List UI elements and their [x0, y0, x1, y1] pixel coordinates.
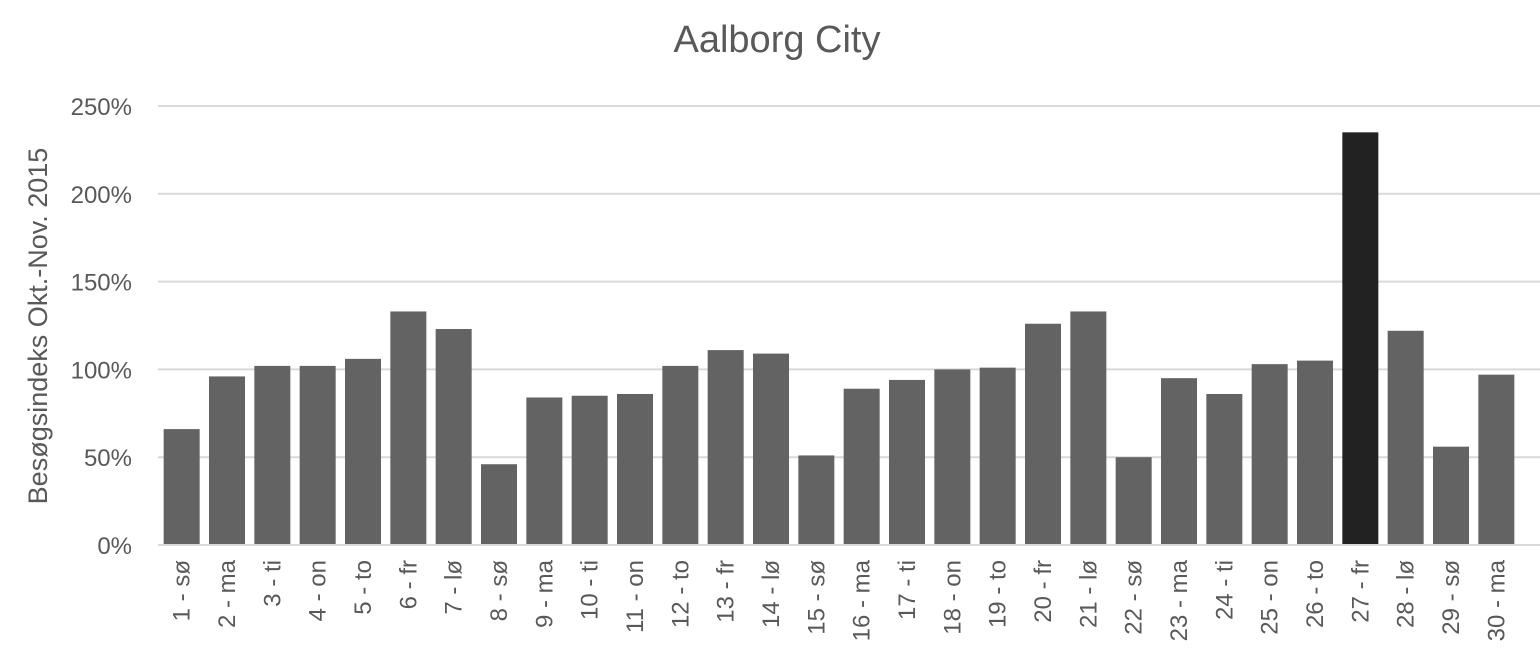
bar [889, 379, 925, 545]
x-tick-label: 15 - sø [803, 560, 830, 635]
x-tick-label: 22 - sø [1121, 560, 1148, 635]
x-tick-label: 12 - to [667, 560, 694, 628]
bar [163, 429, 200, 545]
y-tick-label: 100% [71, 357, 132, 384]
x-tick-labels: 1 - sø 2 - ma 3 - ti 4 - on 5 - to 6 - fr 7 - … [169, 559, 1511, 641]
x-tick-label: 4 - on [305, 560, 332, 621]
bar [617, 393, 653, 545]
bar [662, 365, 699, 545]
bar [1478, 374, 1515, 545]
bar [209, 376, 245, 545]
bars [163, 132, 1515, 545]
x-tick-label: 19 - to [985, 560, 1012, 628]
y-tick-label: 200% [71, 182, 132, 209]
bar [1342, 132, 1379, 545]
x-tick-label: 5 - to [350, 560, 377, 615]
bar [979, 367, 1016, 545]
x-tick-label: 18 - on [939, 560, 966, 635]
x-tick-label: 29 - sø [1438, 560, 1465, 635]
x-tick-label: 11 - on [622, 560, 649, 633]
bar [1070, 311, 1107, 545]
x-tick-label: 21 - lø [1075, 560, 1102, 628]
bar [1115, 457, 1152, 545]
x-tick-label: 14 - lø [758, 560, 785, 628]
x-tick-label: 10 - ti [577, 560, 604, 620]
y-tick-label: 250% [71, 94, 132, 121]
bar [1433, 446, 1469, 545]
y-axis-label: Besøgsindeks Okt.-Nov. 2015 [23, 148, 53, 505]
bar [390, 311, 427, 545]
bar [1297, 360, 1333, 545]
bar [435, 329, 472, 545]
y-tick-label: 0% [97, 533, 132, 560]
bar [571, 395, 608, 545]
bar [843, 388, 880, 545]
bar [753, 353, 789, 545]
x-tick-label: 30 - ma [1483, 559, 1510, 641]
x-tick-label: 17 - ti [894, 560, 921, 620]
x-tick-label: 23 - ma [1166, 559, 1193, 641]
x-tick-label: 3 - ti [259, 560, 286, 607]
bar [798, 455, 835, 545]
bar [1025, 323, 1061, 545]
bar [1251, 364, 1288, 545]
bar [934, 369, 971, 545]
bar [526, 397, 563, 545]
bar [1161, 378, 1197, 545]
x-tick-label: 25 - on [1257, 560, 1284, 635]
bar [299, 365, 336, 545]
x-tick-label: 16 - ma [849, 559, 876, 641]
x-tick-label: 26 - to [1302, 560, 1329, 628]
bar [1387, 330, 1424, 545]
x-tick-label: 9 - ma [531, 559, 558, 628]
x-tick-label: 7 - lø [441, 560, 468, 615]
chart-title: Aalborg City [674, 19, 881, 61]
y-tick-label: 150% [71, 270, 132, 297]
x-tick-label: 6 - fr [395, 560, 422, 609]
bar [481, 464, 517, 545]
x-tick-label: 28 - lø [1393, 560, 1420, 628]
bar [345, 358, 381, 545]
bar [707, 350, 744, 545]
x-tick-label: 24 - ti [1211, 560, 1238, 620]
y-tick-labels: 0% 50% 100% 150% 200% 250% [71, 94, 132, 560]
bar [1206, 393, 1243, 545]
x-tick-label: 2 - ma [214, 559, 241, 628]
x-tick-label: 8 - sø [486, 560, 513, 622]
x-tick-label: 27 - fr [1347, 560, 1374, 623]
bar [254, 365, 291, 545]
x-tick-label: 1 - sø [169, 560, 196, 622]
y-tick-label: 50% [84, 445, 132, 472]
x-tick-label: 20 - fr [1030, 560, 1057, 623]
x-tick-label: 13 - fr [713, 560, 740, 623]
